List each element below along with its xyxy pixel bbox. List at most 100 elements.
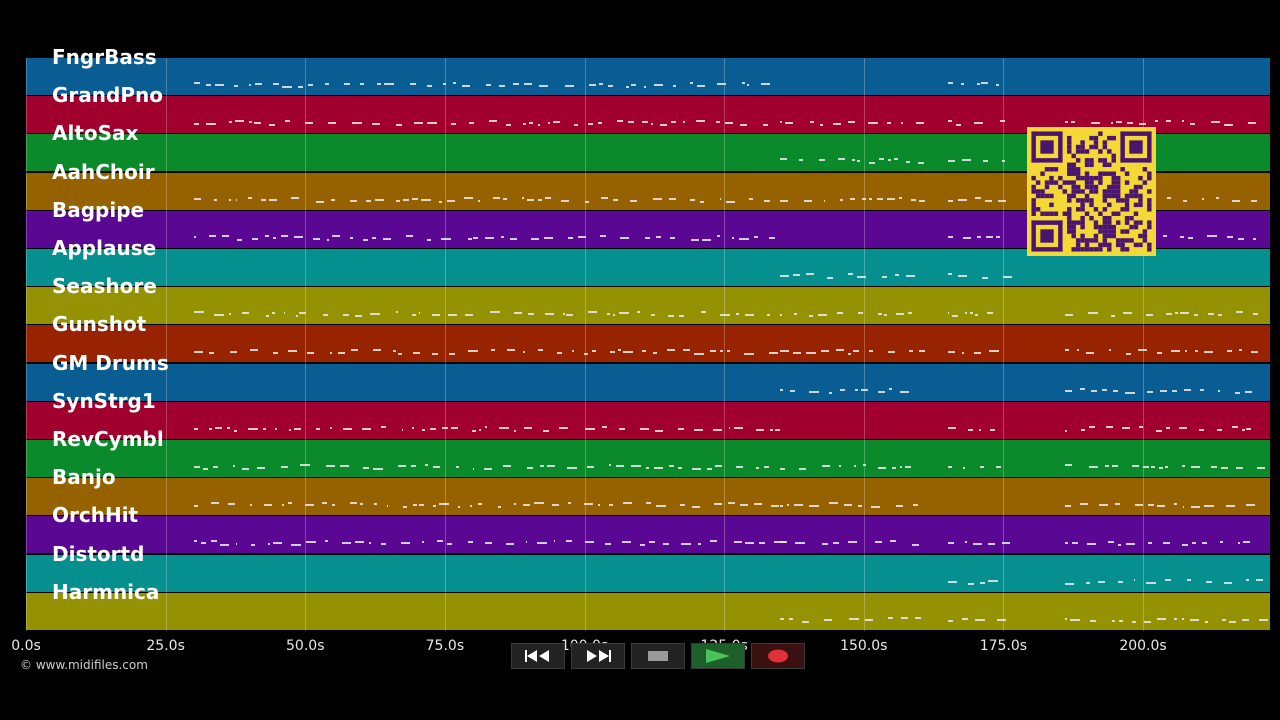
midi-note <box>947 312 950 315</box>
qr-module <box>1093 189 1099 194</box>
midi-note <box>585 200 590 203</box>
midi-note <box>656 505 667 508</box>
qr-module <box>1049 211 1054 216</box>
record-button[interactable] <box>751 643 805 669</box>
midi-note <box>1070 618 1080 621</box>
midi-note <box>822 543 828 546</box>
midi-note <box>1194 314 1198 317</box>
qr-module <box>1098 171 1103 176</box>
qr-module <box>1102 144 1108 150</box>
midi-note <box>1155 120 1158 123</box>
midi-note <box>1199 428 1204 431</box>
qr-module <box>1138 184 1143 190</box>
qr-module <box>1080 220 1085 225</box>
midi-note <box>1107 541 1115 544</box>
midi-note <box>250 504 253 507</box>
midi-note <box>756 467 760 469</box>
midi-note <box>1160 389 1168 392</box>
qr-module <box>1098 149 1103 154</box>
qr-module <box>1067 135 1072 141</box>
midi-note <box>1243 541 1251 544</box>
midi-note <box>900 616 908 619</box>
midi-note <box>281 234 288 237</box>
qr-module <box>1093 184 1099 190</box>
qr-module <box>1107 135 1112 141</box>
midi-note <box>1166 313 1172 316</box>
midi-note <box>906 275 916 277</box>
midi-note <box>293 235 304 238</box>
qr-module <box>1138 220 1143 225</box>
qr-module <box>1138 242 1143 248</box>
qr-module <box>1102 238 1108 243</box>
midi-note <box>869 197 873 200</box>
qr-module <box>1111 135 1116 141</box>
midi-note <box>505 543 514 546</box>
midi-note <box>881 276 887 278</box>
midi-note <box>1064 464 1073 466</box>
midi-note <box>447 199 456 202</box>
qr-module <box>1049 202 1054 208</box>
stop-button[interactable] <box>631 643 685 669</box>
midi-note <box>525 541 528 544</box>
midi-note <box>506 349 516 352</box>
qr-module <box>1080 215 1085 221</box>
midi-note <box>1237 237 1244 240</box>
midi-note <box>601 425 607 428</box>
qr-module <box>1075 238 1081 243</box>
midi-note <box>442 426 449 429</box>
track-lane <box>26 592 1270 630</box>
midi-note <box>412 197 419 200</box>
qr-module <box>1067 207 1072 212</box>
qr-module <box>1111 189 1116 194</box>
midi-note <box>349 236 353 239</box>
qr-module <box>1089 238 1094 243</box>
midi-note <box>1002 542 1010 545</box>
midi-note <box>486 84 491 86</box>
qr-module <box>1111 180 1116 185</box>
midi-note <box>304 504 315 507</box>
qr-module <box>1067 162 1072 168</box>
fast-forward-button[interactable] <box>571 643 625 669</box>
midi-note <box>316 427 320 430</box>
midi-note <box>450 123 456 126</box>
midi-note <box>874 541 883 544</box>
midi-note <box>754 235 759 238</box>
midi-note <box>961 617 969 620</box>
qr-module <box>1044 167 1050 172</box>
qr-module <box>1035 207 1041 212</box>
qr-module <box>1075 158 1081 163</box>
midi-note <box>728 426 731 429</box>
midi-note <box>1148 504 1154 507</box>
qr-module <box>1044 180 1050 185</box>
midi-note <box>1165 426 1171 429</box>
qr-module <box>1120 131 1125 163</box>
qr-module <box>1084 193 1090 199</box>
midi-note <box>667 349 675 352</box>
qr-module <box>1098 242 1103 248</box>
qr-module <box>1080 198 1085 203</box>
midi-note <box>616 120 624 123</box>
midi-note <box>438 200 443 203</box>
midi-note <box>1127 122 1134 125</box>
midi-note <box>1088 312 1098 315</box>
midi-note <box>648 541 655 544</box>
midi-note <box>1217 389 1221 392</box>
qr-module <box>1049 175 1054 181</box>
midi-note <box>1080 387 1086 390</box>
midi-note <box>1226 505 1235 508</box>
midi-note <box>209 234 217 237</box>
qr-module <box>1124 202 1130 208</box>
midi-note <box>1190 618 1200 621</box>
play-button[interactable] <box>691 643 745 669</box>
rewind-button[interactable] <box>511 643 565 669</box>
midi-note <box>214 198 217 201</box>
midi-note <box>779 275 789 277</box>
qr-module <box>1031 220 1036 252</box>
midi-note <box>331 234 341 237</box>
midi-note <box>1184 350 1187 353</box>
midi-note <box>1086 543 1096 546</box>
midi-note <box>372 349 381 352</box>
midi-note <box>1203 505 1214 508</box>
midi-note <box>700 200 705 203</box>
midi-note <box>1143 466 1149 468</box>
